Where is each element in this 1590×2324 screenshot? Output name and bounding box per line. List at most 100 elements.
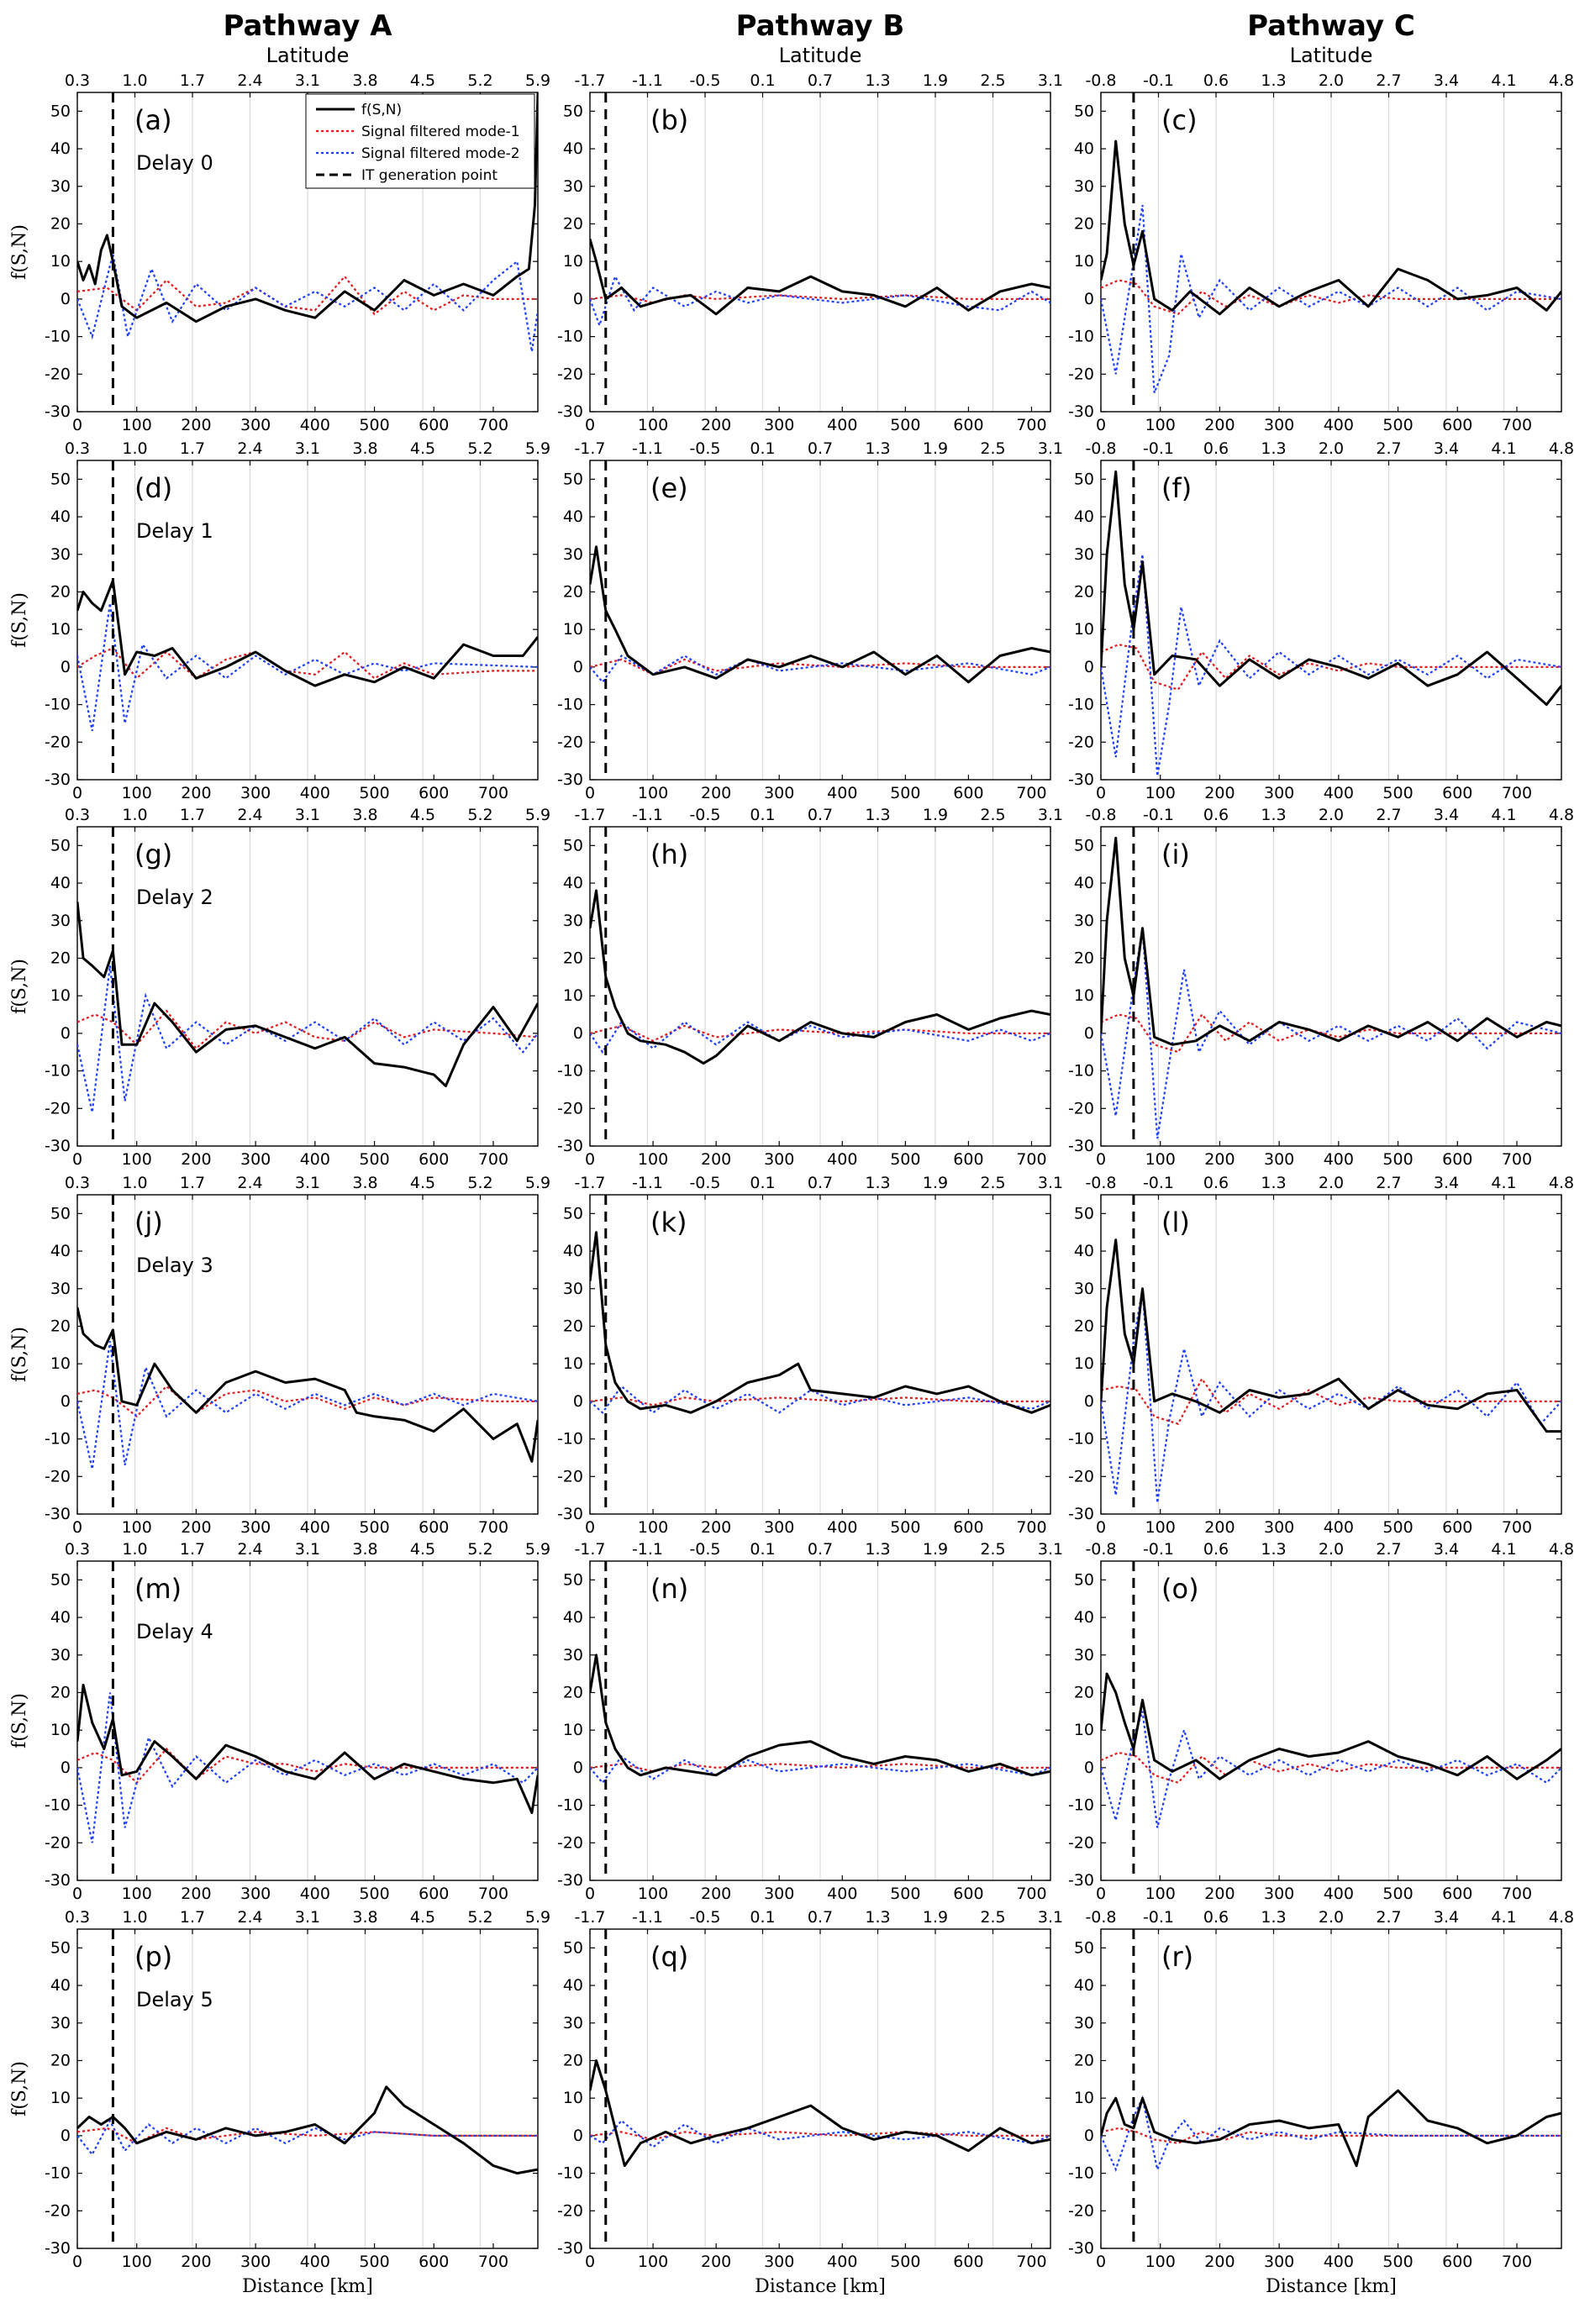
x-tick-label: 600 (1442, 416, 1472, 434)
x-tick-label: 400 (827, 1885, 857, 1903)
top-tick-label: 0.7 (808, 1908, 833, 1927)
top-tick-label: 1.7 (180, 71, 205, 90)
y-tick-label: 10 (1074, 1721, 1094, 1739)
x-tick-label: 600 (419, 1518, 449, 1537)
top-tick-label: 3.1 (1038, 71, 1063, 90)
x-tick-label: 300 (240, 2253, 271, 2271)
top-tick-label: -0.8 (1085, 1908, 1116, 1927)
y-tick-label: -30 (1068, 770, 1094, 789)
top-tick-label: 2.5 (980, 71, 1005, 90)
x-tick-label: 400 (1324, 1885, 1354, 1903)
y-tick-label: 40 (50, 507, 71, 526)
x-tick-label: 0 (72, 1150, 82, 1169)
x-tick-label: 400 (827, 1518, 857, 1537)
y-tick-label: -20 (45, 1099, 71, 1117)
x-tick-label: 500 (359, 416, 389, 434)
x-tick-label: 100 (1145, 1518, 1176, 1537)
top-tick-label: 2.0 (1319, 806, 1344, 824)
x-tick-label: 200 (1204, 416, 1235, 434)
y-tick-label: 30 (1074, 912, 1094, 930)
y-tick-label: 10 (1074, 620, 1094, 639)
top-tick-label: 1.7 (180, 439, 205, 458)
top-tick-label: 3.8 (352, 439, 377, 458)
top-tick-label: -0.5 (689, 439, 720, 458)
x-tick-label: 600 (419, 1150, 449, 1169)
top-tick-label: 3.4 (1434, 1174, 1459, 1192)
y-tick-label: 40 (563, 507, 583, 526)
y-tick-label: 30 (50, 1280, 71, 1298)
top-tick-label: 2.7 (1376, 439, 1401, 458)
y-tick-label: 50 (563, 1570, 583, 1589)
y-tick-label: 10 (563, 252, 583, 271)
y-tick-label: 10 (1074, 252, 1094, 271)
column-title: Pathway C (1247, 9, 1415, 43)
top-tick-label: 1.9 (923, 71, 948, 90)
x-tick-label: 0 (72, 416, 82, 434)
fsn-series (1101, 1238, 1561, 1433)
y-tick-label: 30 (50, 177, 71, 196)
panel-label: (l) (1161, 1207, 1190, 1238)
top-tick-label: 3.1 (1038, 439, 1063, 458)
x-tick-label: 700 (1016, 1518, 1046, 1537)
x-tick-label: 100 (1145, 1885, 1176, 1903)
y-tick-label: 50 (563, 836, 583, 854)
x-tick-label: 500 (890, 1518, 920, 1537)
top-tick-label: 4.8 (1549, 806, 1574, 824)
y-tick-label: 50 (50, 1938, 71, 1957)
x-tick-label: 100 (638, 416, 668, 434)
fsn-series (590, 238, 1050, 316)
x-tick-label: 400 (300, 2253, 330, 2271)
x-tick-label: 300 (764, 1885, 794, 1903)
mode1-series (1101, 279, 1561, 316)
y-tick-label: -30 (45, 1505, 71, 1523)
x-tick-label: 200 (181, 2253, 211, 2271)
top-tick-label: 1.3 (865, 1908, 890, 1927)
y-tick-label: 40 (1074, 1608, 1094, 1627)
y-tick-label: -30 (557, 402, 583, 421)
top-tick-label: -1.7 (574, 71, 605, 90)
top-tick-label: -0.1 (1143, 806, 1174, 824)
top-tick-label: 4.5 (410, 806, 435, 824)
x-tick-label: 600 (419, 2253, 449, 2271)
top-tick-label: 2.4 (237, 1540, 262, 1559)
x-tick-label: 400 (1324, 416, 1354, 434)
x-tick-label: 100 (638, 2253, 668, 2271)
top-tick-label: -1.1 (632, 806, 663, 824)
fsn-series (77, 1307, 538, 1463)
top-tick-label: -1.7 (574, 1908, 605, 1927)
x-axis-title: Distance [km] (755, 2276, 886, 2297)
y-tick-label: 10 (50, 620, 71, 639)
y-tick-label: 0 (61, 1392, 71, 1411)
top-tick-label: 1.9 (923, 1540, 948, 1559)
y-tick-label: -10 (557, 328, 583, 346)
top-tick-label: -0.5 (689, 1908, 720, 1927)
y-tick-label: -10 (1068, 328, 1094, 346)
y-tick-label: 40 (563, 139, 583, 158)
y-tick-label: -30 (1068, 402, 1094, 421)
x-tick-label: 0 (1096, 1885, 1106, 1903)
mode1-series (77, 647, 538, 680)
y-tick-label: 10 (563, 620, 583, 639)
y-tick-label: -30 (557, 2239, 583, 2258)
top-tick-label: 3.1 (295, 1908, 320, 1927)
x-tick-label: 300 (1264, 1150, 1294, 1169)
x-tick-label: 0 (72, 1518, 82, 1537)
y-tick-label: 40 (1074, 507, 1094, 526)
top-tick-label: 2.4 (237, 1174, 262, 1192)
top-tick-label: -0.8 (1085, 806, 1116, 824)
column-title: Pathway B (736, 9, 905, 43)
x-tick-label: 600 (953, 784, 983, 802)
top-tick-label: 1.7 (180, 1908, 205, 1927)
y-tick-label: -30 (45, 1137, 71, 1155)
panel-label: (o) (1161, 1573, 1199, 1605)
x-tick-label: 300 (1264, 416, 1294, 434)
mode2-series (1101, 1288, 1561, 1503)
y-tick-label: 40 (50, 1242, 71, 1260)
y-tick-label: 30 (563, 912, 583, 930)
panel-label: (r) (1161, 1941, 1193, 1973)
x-tick-label: 700 (1016, 416, 1046, 434)
x-tick-label: 300 (240, 784, 271, 802)
